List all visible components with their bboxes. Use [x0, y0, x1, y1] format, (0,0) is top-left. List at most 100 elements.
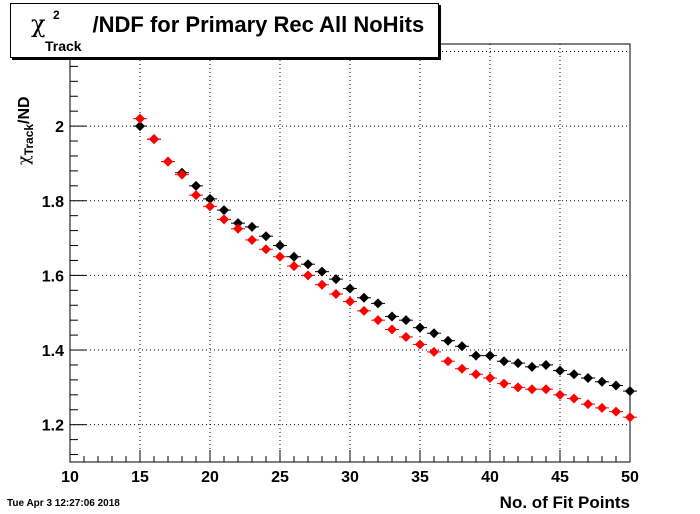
- y-tick-label: 2: [55, 119, 64, 136]
- data-point: [373, 298, 383, 309]
- y-axis-label-chi: χ: [14, 155, 33, 165]
- data-point: [359, 305, 369, 316]
- data-point: [135, 121, 145, 132]
- grid-lines: [70, 44, 630, 462]
- data-point: [345, 296, 355, 307]
- data-series: [133, 113, 637, 423]
- chart-title: χ 2 Track/NDF for Primary Rec All NoHits: [31, 8, 425, 54]
- chart-title-box: χ 2 Track/NDF for Primary Rec All NoHits: [10, 3, 439, 58]
- data-point: [289, 261, 299, 272]
- data-point: [415, 322, 425, 333]
- y-tick-label: 1.2: [42, 418, 64, 435]
- data-point: [289, 251, 299, 262]
- data-point: [443, 335, 453, 346]
- data-point: [401, 315, 411, 326]
- x-tick-label: 20: [201, 469, 219, 486]
- x-axis-label: No. of Fit Points: [499, 493, 630, 512]
- data-point: [457, 341, 467, 352]
- data-point: [527, 361, 537, 372]
- data-point: [499, 378, 509, 389]
- data-point: [597, 376, 607, 387]
- data-point: [177, 169, 187, 180]
- data-point: [191, 190, 201, 201]
- data-point: [205, 193, 215, 204]
- x-tick-label: 15: [131, 469, 149, 486]
- data-point: [513, 358, 523, 369]
- data-point: [443, 356, 453, 367]
- x-tick-label: 35: [411, 469, 429, 486]
- data-point: [135, 113, 145, 124]
- data-point: [555, 389, 565, 400]
- data-point: [149, 134, 159, 145]
- title-subscript: Track: [45, 38, 82, 54]
- data-point: [457, 363, 467, 374]
- data-point: [625, 386, 635, 397]
- data-point: [261, 231, 271, 242]
- data-point: [275, 240, 285, 251]
- data-point: [611, 406, 621, 417]
- data-point: [569, 369, 579, 380]
- data-point: [471, 369, 481, 380]
- data-point: [513, 382, 523, 393]
- x-tick-label: 45: [551, 469, 569, 486]
- data-point: [317, 266, 327, 277]
- data-point: [583, 373, 593, 384]
- y-tick-label: 1.6: [42, 268, 64, 285]
- timestamp: Tue Apr 3 12:27:06 2018: [7, 498, 120, 509]
- data-point: [597, 402, 607, 413]
- data-point: [569, 393, 579, 404]
- data-point: [275, 251, 285, 262]
- data-point: [317, 279, 327, 290]
- series-1: [133, 113, 637, 423]
- data-point: [387, 324, 397, 335]
- x-tick-label: 10: [61, 469, 79, 486]
- x-tick-label: 40: [481, 469, 499, 486]
- x-tick-label: 50: [621, 469, 639, 486]
- y-axis-label-rest: /ND: [16, 96, 33, 124]
- data-point: [219, 214, 229, 225]
- data-point: [247, 234, 257, 245]
- data-point: [415, 339, 425, 350]
- data-point: [345, 283, 355, 294]
- data-point: [373, 315, 383, 326]
- data-point: [331, 289, 341, 300]
- data-point: [331, 274, 341, 285]
- data-point: [485, 373, 495, 384]
- title-chi-symbol: χ: [31, 10, 46, 38]
- data-point: [625, 412, 635, 423]
- y-tick-label: 1.4: [42, 343, 64, 360]
- plot-frame: [69, 43, 631, 463]
- data-point: [163, 156, 173, 167]
- data-point: [499, 356, 509, 367]
- data-point: [541, 359, 551, 370]
- data-point: [233, 223, 243, 234]
- y-tick-label: 1.8: [42, 194, 64, 211]
- title-main-text: /NDF for Primary Rec All NoHits: [92, 12, 425, 37]
- data-point: [485, 350, 495, 361]
- data-point: [219, 205, 229, 216]
- data-point: [387, 311, 397, 322]
- data-point: [261, 244, 271, 255]
- data-point: [205, 201, 215, 212]
- data-point: [191, 180, 201, 191]
- series-0: [133, 121, 637, 397]
- data-point: [401, 331, 411, 342]
- data-point: [611, 380, 621, 391]
- title-superscript: 2: [53, 8, 60, 22]
- data-point: [583, 399, 593, 410]
- y-axis-label-sub: Track: [22, 123, 36, 156]
- data-point: [429, 346, 439, 357]
- data-point: [359, 292, 369, 303]
- data-point: [527, 384, 537, 395]
- x-tick-label: 30: [341, 469, 359, 486]
- data-point: [541, 384, 551, 395]
- data-point: [429, 328, 439, 339]
- x-tick-label: 25: [271, 469, 289, 486]
- data-point: [233, 218, 243, 229]
- y-axis-label: χTrack/ND: [14, 96, 36, 165]
- data-point: [247, 221, 257, 232]
- data-point: [303, 259, 313, 270]
- data-point: [555, 365, 565, 376]
- data-point: [471, 350, 481, 361]
